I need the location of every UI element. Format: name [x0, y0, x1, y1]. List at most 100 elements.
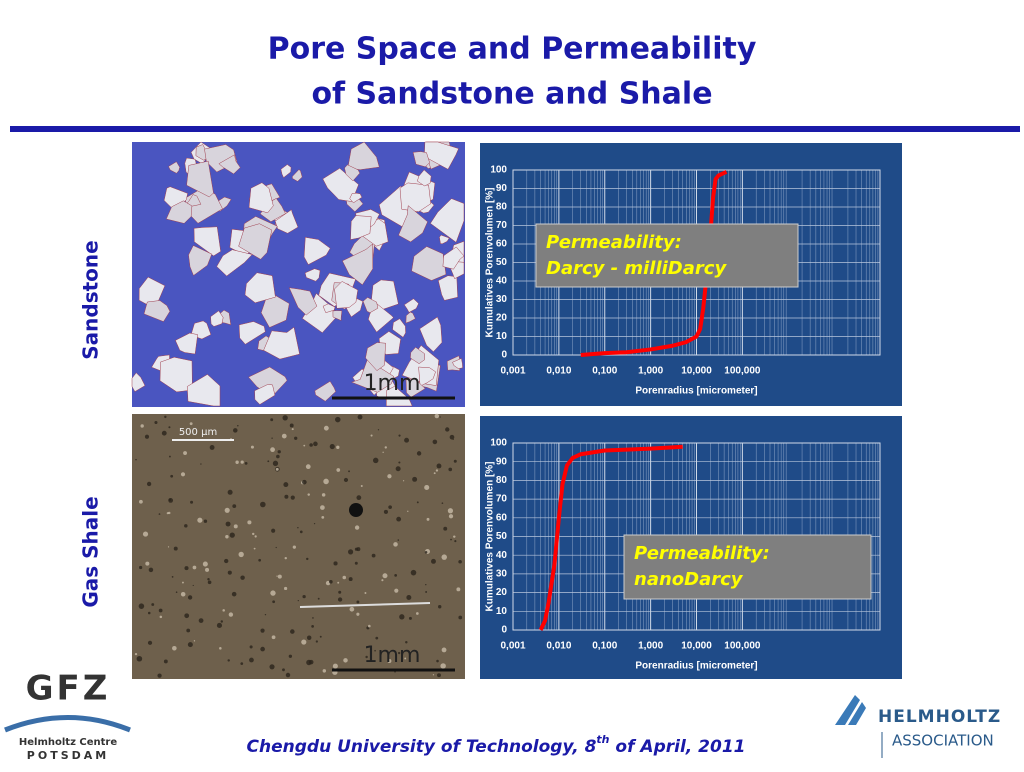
speck: [323, 425, 329, 431]
scale-label: 500 µm: [179, 427, 217, 438]
footer-part: of April, 2011: [610, 737, 746, 757]
speck: [396, 516, 402, 522]
speck: [412, 476, 418, 482]
row-label: Sandstone: [79, 240, 103, 359]
grain: [303, 237, 331, 265]
annotation-box: [623, 534, 872, 600]
logo-text: HELMHOLTZ: [878, 707, 1001, 727]
chart: 0 10 20 30 40 50 60 70 80 90 100 0,001 0,010 0,100 1,0…: [480, 143, 902, 406]
speck: [267, 460, 270, 463]
speck: [336, 468, 341, 472]
speck: [424, 484, 430, 491]
speck: [186, 628, 191, 633]
y-axis-label: Kumulatives Porenvolumen [%]: [485, 461, 496, 611]
speck: [408, 616, 412, 620]
speck: [297, 600, 299, 602]
speck: [224, 558, 229, 564]
speck: [315, 640, 318, 643]
speck: [144, 434, 150, 439]
speck: [445, 427, 450, 432]
x-tick-label: 10,000: [681, 366, 712, 377]
grain: [452, 358, 463, 369]
speck: [231, 591, 237, 597]
grain: [238, 223, 273, 260]
speck: [338, 590, 342, 594]
speck: [148, 567, 154, 573]
speck: [140, 424, 144, 428]
speck: [157, 673, 162, 678]
speck: [372, 457, 379, 464]
speck: [168, 426, 171, 429]
x-tick-label: 0,001: [500, 641, 525, 652]
speck: [395, 466, 401, 472]
speck: [329, 444, 335, 450]
grain: [238, 321, 266, 345]
speck: [270, 447, 275, 453]
speck: [343, 658, 348, 663]
speck: [228, 612, 234, 617]
speck: [435, 469, 439, 472]
speck: [305, 464, 311, 470]
speck: [168, 498, 174, 503]
gfz-logo: GFZ Helmholtz Centre POTSDAM: [4, 669, 131, 762]
speck: [322, 669, 327, 673]
photos: [131, 141, 465, 679]
speck: [285, 672, 291, 678]
speck: [388, 505, 392, 509]
grain: [165, 200, 193, 224]
speck: [159, 615, 163, 619]
speck: [281, 433, 287, 439]
grain: [411, 246, 447, 281]
y-tick-label: 100: [490, 438, 507, 449]
grain: [419, 316, 443, 353]
speck: [276, 575, 278, 577]
speck: [192, 584, 194, 587]
speck: [233, 428, 238, 433]
speck: [356, 600, 360, 604]
speck: [306, 557, 309, 561]
annotation-text: Darcy - milliDarcy: [546, 258, 727, 279]
speck: [237, 425, 239, 427]
speck: [163, 659, 168, 664]
speck: [207, 580, 212, 585]
speck: [313, 441, 318, 447]
x-axis-label: Porenradius [micrometer]: [635, 386, 757, 397]
speck: [135, 458, 137, 461]
speck: [271, 635, 276, 640]
speck: [441, 502, 444, 504]
y-tick-label: 100: [490, 165, 507, 176]
speck: [387, 659, 392, 663]
speck: [424, 551, 428, 554]
speck: [437, 673, 441, 678]
y-tick-label: 0: [501, 350, 507, 361]
annotation-text: Permeability:: [634, 543, 770, 564]
title-line: of Sandstone and Shale: [311, 77, 712, 112]
grain: [210, 310, 224, 327]
grain: [292, 169, 303, 182]
grain: [186, 374, 221, 407]
footer: Chengdu University of Technology, 8th of…: [247, 733, 746, 757]
speck: [220, 620, 223, 623]
speck: [398, 461, 401, 464]
speck: [321, 493, 326, 497]
speck: [299, 530, 303, 534]
speck: [164, 415, 167, 419]
speck: [349, 606, 355, 612]
grain: [288, 287, 318, 316]
speck: [216, 622, 222, 629]
speck: [336, 445, 340, 450]
y-tick-label: 90: [496, 456, 508, 467]
grain: [131, 372, 146, 392]
grain: [442, 246, 465, 270]
speck: [249, 645, 253, 649]
speck: [260, 646, 265, 652]
speck: [415, 612, 419, 615]
speck: [321, 515, 325, 519]
speck: [175, 591, 178, 593]
speck: [282, 668, 285, 672]
speck: [432, 439, 438, 445]
speck: [453, 535, 456, 538]
speck: [397, 539, 400, 541]
speck: [227, 570, 232, 575]
y-tick-label: 10: [496, 606, 508, 617]
